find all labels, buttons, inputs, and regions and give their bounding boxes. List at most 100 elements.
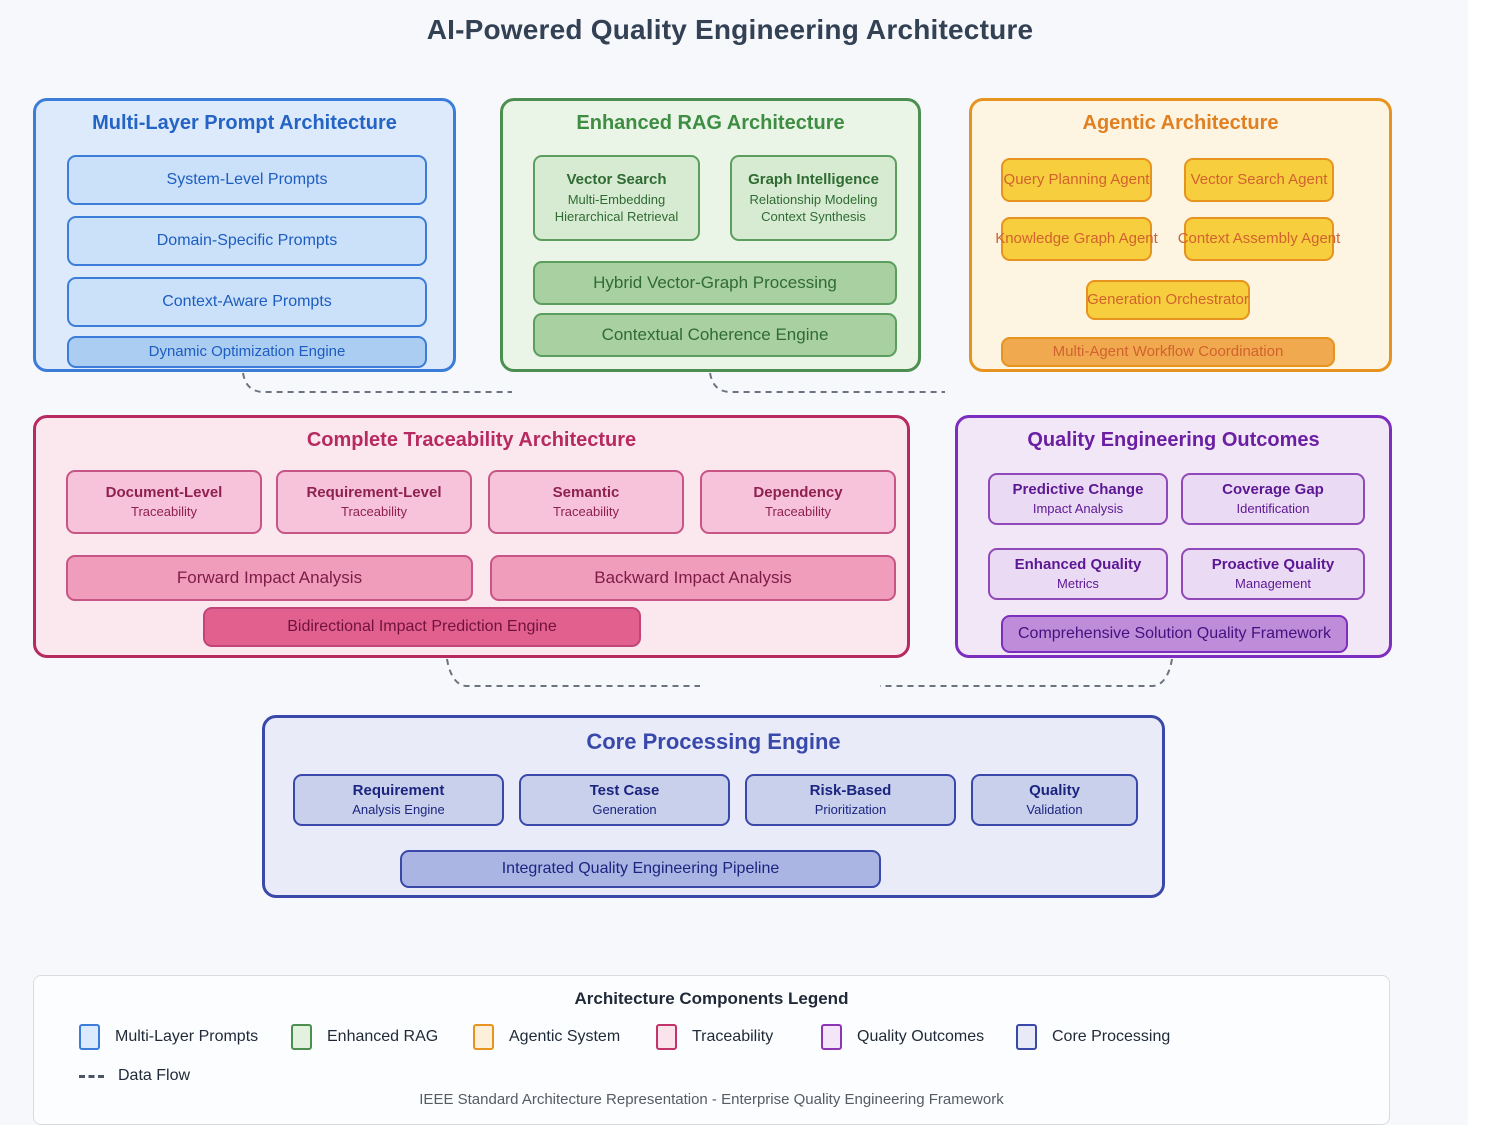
- node-heading: Requirement-Level: [306, 484, 442, 502]
- panel-title: Agentic Architecture: [1082, 112, 1279, 134]
- node-sub: Prioritization: [814, 802, 887, 818]
- enhanced-rag-swatch: [291, 1024, 312, 1050]
- legend-item: Enhanced RAG: [291, 1023, 438, 1051]
- quality-outcomes-swatch: [821, 1024, 842, 1050]
- node-sub: Traceability: [341, 504, 407, 520]
- legend-label: Quality Outcomes: [857, 1028, 985, 1045]
- panel-enhanced-rag: Enhanced RAG Architecture Vector Search …: [500, 98, 921, 372]
- node-sub: Management: [1235, 576, 1311, 592]
- node-context-aware-prompts: Context-Aware Prompts: [67, 277, 427, 327]
- legend-item: Core Processing: [1016, 1023, 1170, 1051]
- node-heading: Requirement: [352, 782, 445, 800]
- traceability-swatch: [656, 1024, 677, 1050]
- node-knowledge-graph-agent: Knowledge Graph Agent: [995, 217, 1158, 261]
- connector-outcomes-to-core: [880, 658, 1173, 687]
- node-semantic-traceability: Semantic Traceability: [488, 470, 684, 534]
- connector-prompt-to-traceability: [242, 372, 512, 393]
- node-vector-search-agent: Vector Search Agent: [1184, 158, 1334, 202]
- node-hybrid-vector-graph-processing: Hybrid Vector-Graph Processing: [533, 261, 897, 305]
- node-heading: Quality: [1029, 782, 1080, 800]
- node-document-level-traceability: Document-Level Traceability: [66, 470, 262, 534]
- node-vector-search: Vector Search Multi-Embedding Hierarchic…: [533, 155, 700, 241]
- node-system-level-prompts: System-Level Prompts: [67, 155, 427, 205]
- node-sub: Traceability: [131, 504, 197, 520]
- data-flow-label: Data Flow: [118, 1067, 191, 1084]
- node-enhanced-quality: Enhanced Quality Metrics: [988, 548, 1168, 600]
- node-line: Hierarchical Retrieval: [554, 209, 679, 225]
- node-proactive-quality: Proactive Quality Management: [1181, 548, 1365, 600]
- legend-item: Traceability: [656, 1023, 773, 1051]
- legend-item: Multi-Layer Prompts: [79, 1023, 258, 1051]
- node-sub: Metrics: [1057, 576, 1099, 592]
- legend-panel: Architecture Components Legend Multi-Lay…: [33, 975, 1390, 1125]
- node-heading: Enhanced Quality: [1014, 556, 1142, 574]
- dashed-line-icon: [79, 1074, 104, 1078]
- legend-item: Agentic System: [473, 1023, 620, 1051]
- legend-label: Enhanced RAG: [327, 1028, 439, 1045]
- panel-title: Quality Engineering Outcomes: [1027, 429, 1320, 451]
- panel-quality-outcomes: Quality Engineering Outcomes Predictive …: [955, 415, 1392, 658]
- node-heading: Document-Level: [105, 484, 223, 502]
- multi-layer-prompts-swatch: [79, 1024, 100, 1050]
- panel-multi-layer-prompt: Multi-Layer Prompt Architecture System-L…: [33, 98, 456, 372]
- node-multi-agent-workflow-coordination: Multi-Agent Workflow Coordination: [1001, 337, 1335, 367]
- node-context-assembly-agent: Context Assembly Agent: [1178, 217, 1340, 261]
- core-processing-swatch: [1016, 1024, 1037, 1050]
- node-sub: Identification: [1236, 501, 1310, 517]
- node-generation-orchestrator: Generation Orchestrator: [1086, 280, 1250, 320]
- node-predictive-change: Predictive Change Impact Analysis: [988, 473, 1168, 525]
- node-heading: Predictive Change: [1012, 481, 1144, 499]
- node-line: Multi-Embedding: [567, 191, 666, 207]
- page-title: AI-Powered Quality Engineering Architect…: [426, 14, 1034, 45]
- panel-title: Multi-Layer Prompt Architecture: [92, 112, 397, 134]
- node-sub: Generation: [592, 802, 657, 818]
- node-dynamic-optimization-engine: Dynamic Optimization Engine: [67, 336, 427, 368]
- legend-label: Multi-Layer Prompts: [115, 1028, 259, 1045]
- node-requirement-analysis-engine: Requirement Analysis Engine: [293, 774, 504, 826]
- legend-item: Quality Outcomes: [821, 1023, 984, 1051]
- node-sub: Traceability: [765, 504, 831, 520]
- node-requirement-level-traceability: Requirement-Level Traceability: [276, 470, 472, 534]
- node-integrated-quality-engineering-pipeline: Integrated Quality Engineering Pipeline: [400, 850, 881, 888]
- node-quality-validation: Quality Validation: [971, 774, 1138, 826]
- connector-traceability-to-core: [446, 658, 700, 687]
- panel-title: Core Processing Engine: [586, 729, 841, 754]
- node-bidirectional-impact-prediction-engine: Bidirectional Impact Prediction Engine: [203, 607, 641, 647]
- node-backward-impact-analysis: Backward Impact Analysis: [490, 555, 896, 601]
- legend-title: Architecture Components Legend: [574, 989, 849, 1008]
- legend-label: Agentic System: [509, 1028, 621, 1045]
- node-forward-impact-analysis: Forward Impact Analysis: [66, 555, 473, 601]
- page-edge: [0, 1125, 1490, 1132]
- node-sub: Validation: [1026, 802, 1083, 818]
- node-graph-intelligence: Graph Intelligence Relationship Modeling…: [730, 155, 897, 241]
- page-edge: [1468, 0, 1490, 1132]
- node-heading: Proactive Quality: [1211, 556, 1335, 574]
- panel-title: Complete Traceability Architecture: [306, 429, 637, 451]
- node-comprehensive-solution-quality-framework: Comprehensive Solution Quality Framework: [1001, 615, 1348, 653]
- node-heading: Dependency: [753, 484, 843, 502]
- node-sub: Impact Analysis: [1032, 501, 1124, 517]
- panel-title: Enhanced RAG Architecture: [576, 112, 845, 134]
- node-sub: Analysis Engine: [352, 802, 445, 818]
- agentic-system-swatch: [473, 1024, 494, 1050]
- node-query-planning-agent: Query Planning Agent: [1001, 158, 1152, 202]
- node-heading: Risk-Based: [809, 782, 892, 800]
- node-contextual-coherence-engine: Contextual Coherence Engine: [533, 313, 897, 357]
- node-test-case-generation: Test Case Generation: [519, 774, 730, 826]
- node-heading: Test Case: [589, 782, 660, 800]
- node-line: Relationship Modeling: [749, 191, 878, 207]
- node-heading: Semantic: [552, 484, 620, 502]
- node-risk-based-prioritization: Risk-Based Prioritization: [745, 774, 956, 826]
- node-coverage-gap: Coverage Gap Identification: [1181, 473, 1365, 525]
- node-domain-specific-prompts: Domain-Specific Prompts: [67, 216, 427, 266]
- legend-label: Traceability: [692, 1028, 774, 1045]
- node-line: Context Synthesis: [761, 209, 866, 225]
- node-heading: Coverage Gap: [1222, 481, 1324, 499]
- legend-data-flow: Data Flow: [79, 1064, 190, 1088]
- node-dependency-traceability: Dependency Traceability: [700, 470, 896, 534]
- legend-label: Core Processing: [1052, 1028, 1171, 1045]
- panel-traceability: Complete Traceability Architecture Docum…: [33, 415, 910, 658]
- connector-rag-to-outcomes: [709, 372, 945, 393]
- legend-footer: IEEE Standard Architecture Representatio…: [419, 1091, 1004, 1108]
